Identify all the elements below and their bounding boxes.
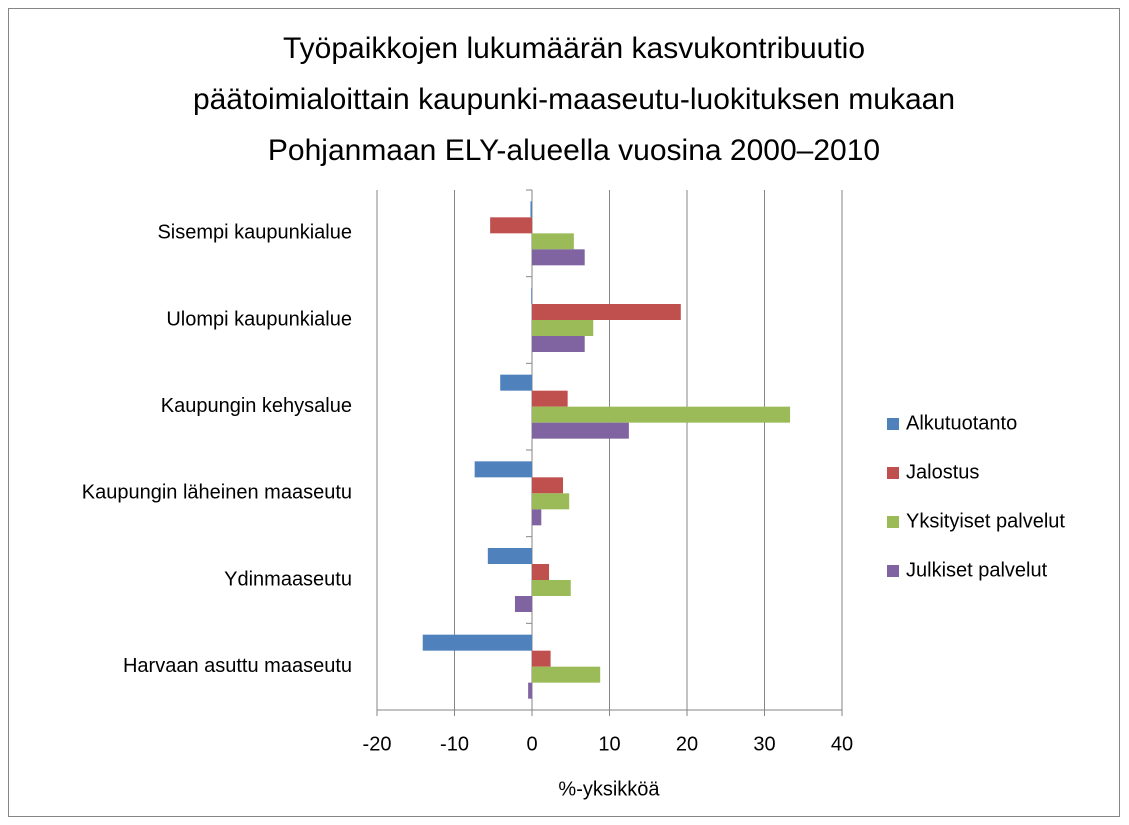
bar bbox=[532, 666, 601, 683]
x-tick-label: 40 bbox=[831, 733, 853, 755]
bar bbox=[500, 374, 532, 391]
bar bbox=[532, 336, 585, 352]
bar bbox=[532, 477, 563, 494]
legend-swatch bbox=[887, 565, 899, 577]
legend-label: Julkiset palvelut bbox=[906, 559, 1048, 581]
y-tick-label: Ulompi kaupunkialue bbox=[166, 308, 352, 330]
bar bbox=[532, 406, 791, 423]
bar bbox=[532, 509, 542, 526]
y-tick-label: Kaupungin kehysalue bbox=[161, 395, 352, 417]
bar bbox=[487, 548, 532, 564]
bar bbox=[532, 580, 571, 596]
x-tick-label: 0 bbox=[526, 733, 537, 755]
x-tick-label: 10 bbox=[598, 733, 620, 755]
y-tick-label: Harvaan asuttu maaseutu bbox=[123, 655, 352, 677]
x-axis-label: %-yksikköä bbox=[558, 778, 660, 800]
bar bbox=[474, 461, 532, 478]
legend-label: Jalostus bbox=[906, 461, 979, 483]
legend-swatch bbox=[887, 467, 899, 479]
bar bbox=[532, 233, 574, 250]
legend-label: Alkutuotanto bbox=[906, 412, 1017, 434]
x-tick-label: 30 bbox=[753, 733, 775, 755]
legend-swatch bbox=[887, 516, 899, 528]
bar bbox=[532, 390, 568, 407]
bar bbox=[532, 304, 681, 320]
bar bbox=[531, 288, 532, 304]
legend-swatch bbox=[887, 418, 899, 430]
y-tick-label: Ydinmaaseutu bbox=[224, 568, 352, 590]
bar bbox=[532, 422, 629, 439]
bar bbox=[532, 320, 594, 336]
chart-title: Pohjanmaan ELY-alueella vuosina 2000–201… bbox=[268, 134, 880, 167]
chart-title: Työpaikkojen lukumäärän kasvukontribuuti… bbox=[283, 32, 865, 65]
bar bbox=[532, 249, 585, 266]
bar bbox=[528, 682, 532, 699]
bar bbox=[514, 596, 532, 612]
y-tick-label: Kaupungin läheinen maaseutu bbox=[82, 482, 352, 504]
x-tick-label: -20 bbox=[363, 733, 392, 755]
bar bbox=[422, 634, 532, 651]
y-tick-label: Sisempi kaupunkialue bbox=[157, 222, 352, 244]
x-tick-label: -10 bbox=[440, 733, 469, 755]
bar bbox=[490, 217, 532, 234]
chart-title: päätoimialoittain kaupunki-maaseutu-luok… bbox=[193, 83, 955, 116]
legend-label: Yksityiset palvelut bbox=[906, 510, 1065, 532]
bar bbox=[530, 201, 532, 218]
x-tick-label: 20 bbox=[676, 733, 698, 755]
bar bbox=[532, 493, 570, 510]
bar bbox=[532, 564, 550, 580]
bar bbox=[532, 650, 551, 667]
